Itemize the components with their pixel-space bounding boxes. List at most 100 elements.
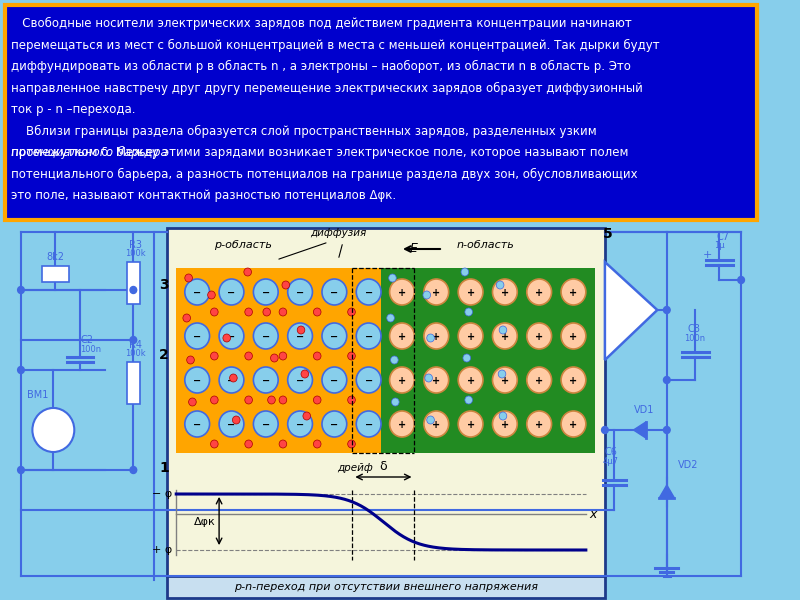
Text: +: +	[501, 419, 509, 430]
Circle shape	[322, 323, 346, 349]
Text: −: −	[227, 287, 235, 298]
Circle shape	[244, 268, 251, 276]
Circle shape	[493, 323, 518, 349]
Text: диффузия: диффузия	[310, 228, 366, 238]
Text: −: −	[296, 287, 304, 298]
Circle shape	[461, 268, 469, 276]
Text: 5: 5	[603, 227, 613, 241]
Circle shape	[130, 286, 137, 293]
Circle shape	[245, 440, 253, 448]
Text: −: −	[365, 331, 373, 341]
Text: 8k2: 8k2	[46, 252, 64, 262]
Circle shape	[322, 411, 346, 437]
Text: Δφк: Δφк	[194, 517, 215, 527]
Circle shape	[458, 411, 483, 437]
Text: +: +	[432, 419, 440, 430]
Circle shape	[223, 334, 230, 342]
Circle shape	[423, 291, 430, 299]
Circle shape	[498, 370, 506, 378]
Circle shape	[210, 352, 218, 360]
Circle shape	[465, 396, 473, 404]
Circle shape	[282, 281, 290, 289]
Text: p-n-переход при отсутствии внешнего напряжения: p-n-переход при отсутствии внешнего напр…	[234, 582, 538, 592]
Text: −: −	[330, 376, 338, 385]
Circle shape	[18, 467, 24, 473]
Circle shape	[426, 416, 434, 424]
Text: −: −	[365, 287, 373, 298]
Text: +: +	[570, 419, 578, 430]
Text: VD1: VD1	[634, 405, 654, 415]
Text: − φ: − φ	[152, 489, 173, 499]
Text: −: −	[262, 376, 270, 385]
Circle shape	[185, 323, 210, 349]
Text: дрейф: дрейф	[337, 463, 373, 473]
Text: +: +	[501, 331, 509, 341]
Circle shape	[185, 367, 210, 393]
Text: C2: C2	[80, 335, 93, 345]
Bar	[126, 362, 140, 404]
Text: +: +	[432, 331, 440, 341]
Text: +: +	[535, 376, 543, 385]
Text: потенциального барьера: потенциального барьера	[11, 146, 168, 159]
Circle shape	[356, 323, 381, 349]
Circle shape	[425, 374, 433, 382]
Circle shape	[424, 411, 449, 437]
Text: +: +	[398, 287, 406, 298]
Circle shape	[561, 279, 586, 305]
Polygon shape	[605, 262, 658, 360]
Circle shape	[130, 337, 137, 343]
Text: +: +	[466, 419, 474, 430]
Text: +: +	[432, 287, 440, 298]
Text: 100k: 100k	[125, 349, 146, 358]
Text: 1: 1	[159, 461, 169, 475]
Text: направленное навстречу друг другу перемещение электрических зарядов образует диф: направленное навстречу друг другу переме…	[11, 82, 643, 95]
Circle shape	[314, 352, 321, 360]
Text: +: +	[48, 401, 58, 415]
Circle shape	[348, 308, 355, 316]
Circle shape	[526, 323, 551, 349]
Circle shape	[279, 440, 286, 448]
Circle shape	[356, 411, 381, 437]
Text: +: +	[398, 419, 406, 430]
Text: −: −	[227, 376, 235, 385]
Text: +: +	[432, 376, 440, 385]
Circle shape	[219, 279, 244, 305]
Circle shape	[18, 286, 24, 293]
Circle shape	[465, 308, 473, 316]
Circle shape	[245, 352, 253, 360]
Circle shape	[458, 367, 483, 393]
Circle shape	[493, 279, 518, 305]
Circle shape	[303, 412, 310, 420]
Circle shape	[279, 308, 286, 316]
Circle shape	[230, 374, 237, 382]
Circle shape	[219, 323, 244, 349]
Circle shape	[314, 396, 321, 404]
Circle shape	[390, 323, 414, 349]
Circle shape	[426, 334, 434, 342]
Circle shape	[245, 308, 253, 316]
Circle shape	[663, 427, 670, 433]
Text: C8: C8	[688, 324, 701, 334]
Text: +: +	[535, 287, 543, 298]
Circle shape	[210, 440, 218, 448]
Circle shape	[561, 367, 586, 393]
Circle shape	[424, 367, 449, 393]
Text: 100n: 100n	[80, 345, 101, 354]
Text: R4: R4	[129, 340, 142, 350]
Circle shape	[526, 367, 551, 393]
Text: −: −	[296, 331, 304, 341]
Text: 3: 3	[159, 278, 169, 292]
Circle shape	[390, 411, 414, 437]
Text: VD2: VD2	[678, 460, 698, 470]
Circle shape	[301, 370, 309, 378]
Circle shape	[738, 277, 745, 283]
Text: −: −	[365, 419, 373, 430]
Circle shape	[314, 440, 321, 448]
Circle shape	[263, 308, 270, 316]
Circle shape	[210, 396, 218, 404]
Text: +: +	[398, 331, 406, 341]
Text: +: +	[535, 331, 543, 341]
Circle shape	[356, 367, 381, 393]
Text: −: −	[330, 331, 338, 341]
Circle shape	[32, 408, 74, 452]
